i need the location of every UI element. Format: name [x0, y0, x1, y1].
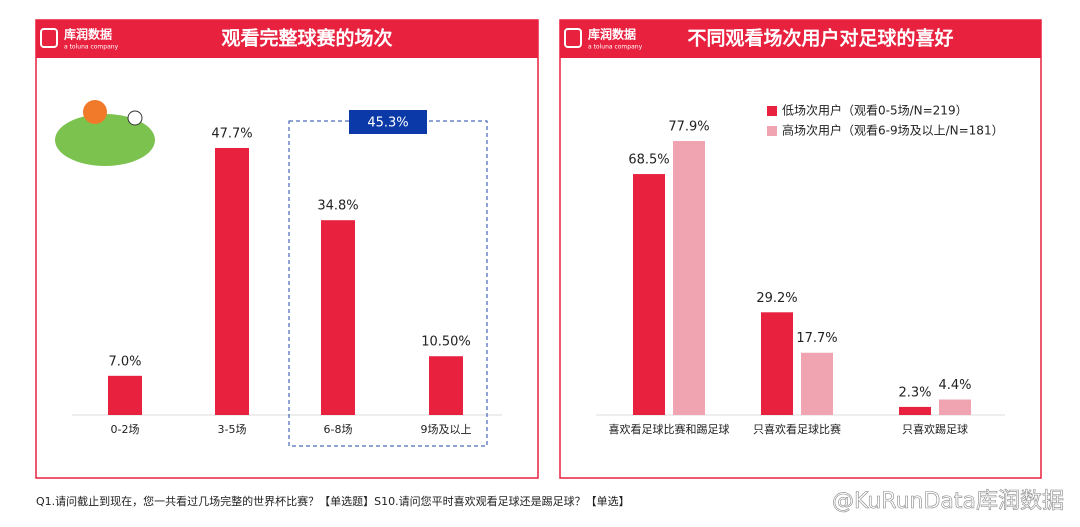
value-label: 47.7%	[211, 127, 252, 142]
bar	[215, 148, 249, 415]
panel-header	[560, 20, 1041, 58]
watermark: @KuRunData库润数据	[832, 489, 1064, 514]
bar	[108, 375, 142, 415]
value-label: 10.50%	[421, 335, 471, 350]
chart-title: 不同观看场次用户对足球的喜好	[687, 27, 953, 50]
logo-tagline: a toluna company	[64, 44, 119, 51]
x-tick-label: 9场及以上	[421, 422, 472, 436]
value-label: 77.9%	[668, 120, 709, 135]
illustration-player	[83, 100, 107, 124]
value-label: 17.7%	[796, 331, 837, 346]
legend-swatch	[767, 126, 777, 136]
annotation-box	[349, 110, 427, 134]
bar	[673, 141, 705, 415]
logo-icon	[40, 28, 58, 48]
bar	[429, 356, 463, 415]
illustration-ball	[127, 110, 143, 126]
footer-note: Q1.请问截止到现在，您一共看过几场完整的世界杯比赛？【单选题】S10.请问您平…	[36, 494, 630, 508]
bar	[801, 352, 833, 415]
legend-label: 低场次用户（观看0-5场/N=219）	[782, 103, 968, 118]
chart-title: 观看完整球赛的场次	[221, 27, 392, 50]
annotation: 45.3%	[367, 116, 408, 131]
legend-swatch	[767, 106, 777, 116]
value-label: 68.5%	[628, 153, 669, 168]
value-label: 34.8%	[317, 199, 358, 214]
x-tick-label: 只喜欢踢足球	[902, 422, 968, 436]
x-tick-label: 只喜欢看足球比赛	[753, 422, 841, 436]
logo-tagline: a toluna company	[588, 44, 643, 51]
value-label: 29.2%	[756, 291, 797, 306]
x-tick-label: 6-8场	[324, 422, 353, 436]
x-tick-label: 3-5场	[218, 422, 247, 436]
value-label: 4.4%	[938, 378, 971, 393]
bar	[899, 406, 931, 415]
value-label: 7.0%	[108, 354, 141, 369]
legend-label: 高场次用户（观看6-9场及以上/N=181）	[782, 123, 1004, 138]
logo-name: 库润数据	[64, 27, 112, 42]
x-tick-label: 0-2场	[111, 422, 140, 436]
logo-icon	[564, 28, 582, 48]
bar	[761, 312, 793, 415]
value-label: 2.3%	[898, 385, 931, 400]
bar	[321, 220, 355, 415]
x-tick-label: 喜欢看足球比赛和踢足球	[609, 422, 730, 436]
panel-header	[36, 20, 538, 58]
illustration-grass	[55, 114, 155, 166]
bar	[939, 399, 971, 415]
bar	[633, 174, 665, 415]
logo-name: 库润数据	[588, 27, 636, 42]
